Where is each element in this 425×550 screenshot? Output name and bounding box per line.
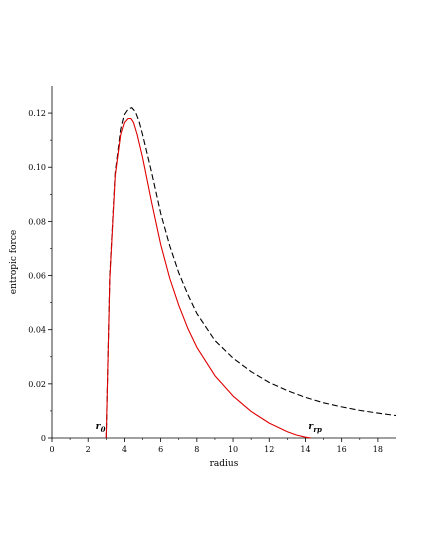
x-tick-label: 4 xyxy=(122,445,127,454)
y-axis-title: entropic force xyxy=(9,230,19,294)
y-tick-label: 0.08 xyxy=(28,217,46,226)
y-tick-label: 0.02 xyxy=(28,380,46,389)
axes xyxy=(51,86,396,439)
annotation-subscript: 0 xyxy=(101,425,106,434)
x-tick-label: 12 xyxy=(264,445,274,454)
x-axis-title: radius xyxy=(210,459,239,469)
x-tick-label: 6 xyxy=(158,445,163,454)
x-tick-label: 8 xyxy=(194,445,199,454)
annotation-subscript: rp xyxy=(313,425,322,434)
series xyxy=(105,107,397,439)
x-tick-label: 0 xyxy=(49,445,54,454)
annotation-r: r xyxy=(96,422,102,432)
annotation-r: r xyxy=(308,422,314,432)
x-tick-label: 18 xyxy=(373,445,383,454)
y-tick-label: 0.04 xyxy=(28,326,46,335)
y-tick-label: 0.10 xyxy=(28,163,46,172)
x-tick-label: 16 xyxy=(337,445,347,454)
y-tick-label: 0.12 xyxy=(28,109,46,118)
x-tick-label: 2 xyxy=(86,445,91,454)
ticks: 0 2 4 6 8 10 12 14 16 18 0 0.02 0.04 0.06 0.08 0.10 0.12 xyxy=(28,109,383,454)
x-tick-label: 14 xyxy=(300,445,310,454)
x-tick-label: 10 xyxy=(228,445,238,454)
annotations: r 0 r rp xyxy=(96,422,322,434)
y-tick-label: 0.06 xyxy=(28,272,46,281)
series-line-solid xyxy=(105,117,311,439)
y-tick-label: 0 xyxy=(41,434,46,443)
series-line-dashed xyxy=(105,107,397,439)
labels: radius entropic force xyxy=(9,230,239,469)
